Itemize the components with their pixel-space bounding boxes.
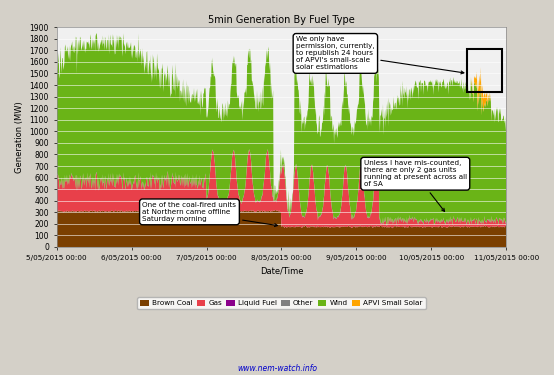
Title: 5min Generation By Fuel Type: 5min Generation By Fuel Type: [208, 15, 355, 25]
Y-axis label: Generation (MW): Generation (MW): [15, 101, 24, 173]
Text: We only have
permission, currently,
to republish 24 hours
of APVI's small-scale
: We only have permission, currently, to r…: [296, 36, 464, 74]
Legend: Brown Coal, Gas, Liquid Fuel, Other, Wind, APVI Small Solar: Brown Coal, Gas, Liquid Fuel, Other, Win…: [137, 297, 425, 309]
Text: One of the coal-fired units
at Northern came offline
Saturday morning: One of the coal-fired units at Northern …: [142, 202, 278, 226]
Text: Unless I have mis-counted,
there are only 2 gas units
running at present across : Unless I have mis-counted, there are onl…: [364, 160, 467, 212]
Text: www.nem-watch.info: www.nem-watch.info: [237, 364, 317, 373]
X-axis label: Date/Time: Date/Time: [260, 266, 303, 275]
